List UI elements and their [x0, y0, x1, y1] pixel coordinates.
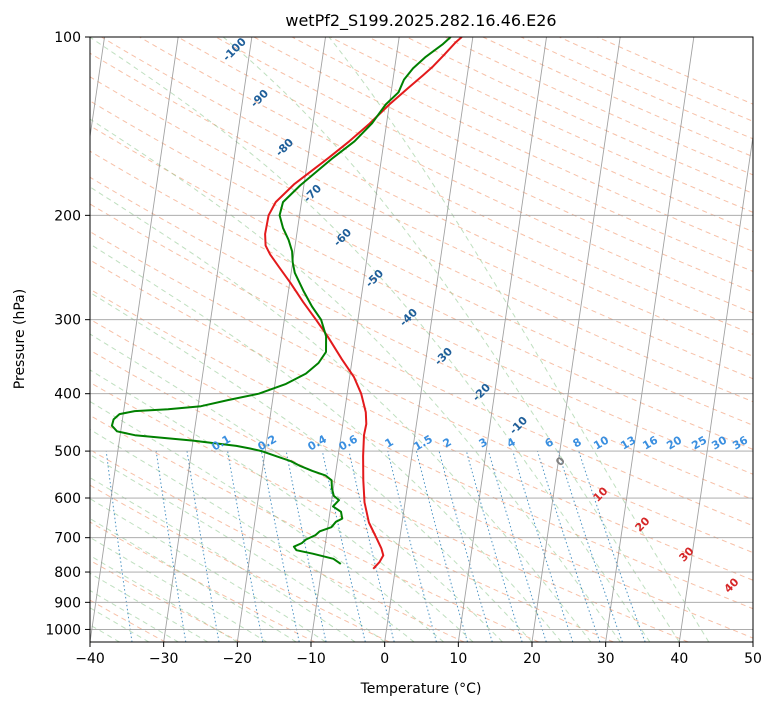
dry-adiabat-line — [90, 449, 465, 642]
x-tick-label: 0 — [380, 651, 389, 667]
isotherm-line — [163, 37, 253, 642]
dry-adiabat-line — [90, 484, 390, 642]
x-tick-label: 30 — [597, 651, 615, 667]
isotherm-line — [605, 37, 695, 642]
y-tick-label: 500 — [54, 444, 81, 460]
plot-frame — [89, 36, 754, 643]
y-tick-label: 300 — [54, 313, 81, 329]
y-tick-label: 900 — [54, 595, 81, 611]
mixing-ratio-line — [387, 450, 437, 642]
moist-adiabat-line — [90, 454, 385, 642]
dry-adiabat-line — [90, 521, 315, 642]
mixing-ratio-line — [512, 450, 574, 642]
moist-adiabat-line — [90, 400, 444, 642]
moist-adiabat-line — [90, 291, 533, 642]
isotherm-line — [236, 37, 326, 642]
dry-adiabat-line — [90, 100, 753, 426]
y-tick-label: 200 — [54, 208, 81, 224]
isotherm-line — [310, 37, 400, 642]
y-tick-label: 600 — [54, 491, 81, 507]
moist-adiabat-line — [90, 243, 562, 642]
isotherm-line — [90, 37, 179, 642]
x-tick-label: −10 — [296, 651, 326, 667]
dewpoint-line — [110, 37, 452, 565]
x-tick-label: 20 — [523, 651, 541, 667]
axis-layer: −40 −30 −20 −10 0 10 20 30 40 50 100 200 300 400 500 60… — [45, 30, 762, 667]
mixing-ratio-line — [578, 450, 646, 642]
x-tick-label: −20 — [223, 651, 253, 667]
moist-adiabat-line — [90, 589, 179, 642]
moist-adiabat-line — [90, 536, 268, 642]
y-tick-label: 700 — [54, 531, 81, 547]
mixing-ratio-line — [285, 451, 327, 642]
dry-adiabat-line — [101, 37, 753, 357]
x-tick-label: 10 — [449, 651, 467, 667]
mixing-ratio-line — [537, 450, 601, 642]
x-tick-label: −30 — [149, 651, 179, 667]
moist-adiabat-line — [90, 369, 474, 642]
moist-adiabat-line — [90, 572, 209, 642]
grid-layer — [90, 37, 753, 642]
dry-adiabat-line — [90, 349, 689, 642]
mixing-ratio-line — [465, 450, 523, 642]
chart-title: wetPf2_S199.2025.282.16.46.E26 — [285, 11, 556, 31]
mixing-ratio-line — [321, 451, 366, 642]
mixing-ratio-line — [557, 450, 623, 642]
mixing-ratio-line — [415, 450, 468, 642]
y-tick-label: 400 — [54, 387, 81, 403]
dry-adiabat-line — [90, 288, 753, 610]
dry-adiabat-line — [177, 37, 753, 314]
x-tick-label: 40 — [670, 651, 688, 667]
y-tick-label: 800 — [54, 565, 81, 581]
dry-adiabat-line — [90, 150, 753, 475]
isotherm-line — [457, 37, 547, 642]
dry-adiabat-line — [90, 414, 539, 642]
x-axis-title: Temperature (°C) — [360, 681, 482, 697]
mixing-ratio-line — [488, 450, 547, 642]
mixing-ratio-line — [260, 451, 300, 642]
temperature-line — [264, 37, 463, 570]
isotherm-line — [384, 37, 474, 642]
moist-adiabat-line — [328, 37, 710, 642]
dry-adiabat-line — [90, 259, 753, 581]
dry-adiabat-line — [90, 52, 753, 380]
moist-adiabat-line — [90, 118, 621, 642]
x-tick-label: −40 — [75, 651, 105, 667]
y-tick-label: 100 — [54, 30, 81, 46]
moist-adiabat-line — [90, 186, 592, 642]
dry-adiabat-line — [90, 203, 753, 527]
series-layer — [110, 37, 463, 570]
moist-adiabat-line — [90, 333, 503, 642]
y-axis-title: Pressure (hPa) — [12, 289, 28, 389]
y-tick-label: 1000 — [45, 622, 81, 638]
moist-adiabat-line — [222, 37, 680, 642]
x-tick-label: 50 — [744, 651, 762, 667]
moist-adiabat-line — [90, 476, 356, 642]
moist-adiabat-line — [90, 554, 238, 642]
dry-adiabat-line — [90, 176, 753, 501]
isotherm-line — [531, 37, 621, 642]
mixing-ratio-line — [155, 451, 187, 642]
